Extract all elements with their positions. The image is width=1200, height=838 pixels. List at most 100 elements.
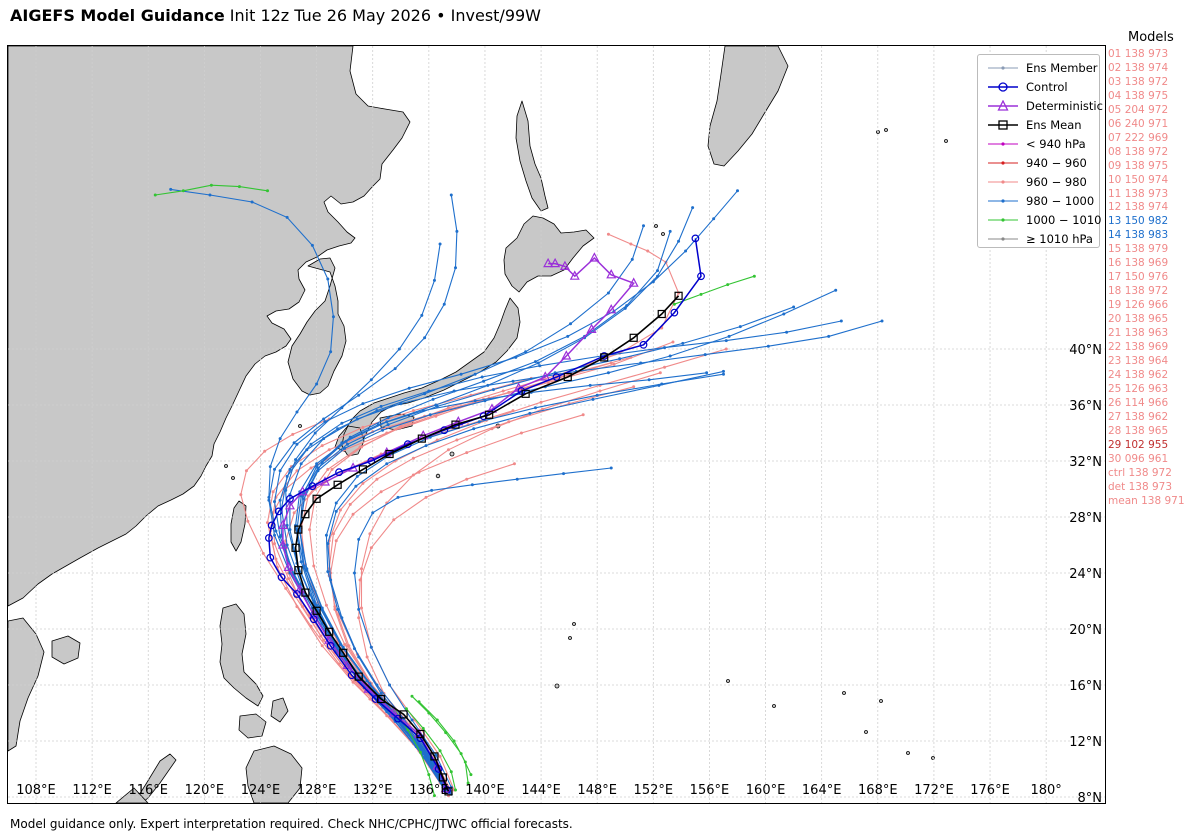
track-point — [446, 406, 450, 410]
track-point — [647, 378, 651, 382]
track-point — [273, 500, 277, 504]
ens-mean-marker — [312, 606, 321, 615]
track-point — [379, 490, 383, 494]
track-point — [663, 346, 667, 350]
track-point — [432, 794, 436, 798]
legend-label: 980 − 1000 — [1026, 194, 1095, 208]
track-point — [606, 232, 610, 236]
track-point — [278, 498, 282, 502]
track-point — [385, 462, 389, 466]
control-marker — [517, 387, 526, 395]
track-point — [407, 386, 411, 390]
lon-label: 144°E — [521, 783, 561, 798]
track-point — [292, 441, 296, 445]
mindanao — [245, 745, 303, 803]
model-entry: 13 150 982 — [1108, 215, 1169, 228]
taiwan — [230, 500, 247, 552]
track-point — [424, 444, 428, 448]
ens-mean-marker — [657, 309, 666, 319]
track-point — [294, 458, 298, 462]
track-point — [681, 341, 685, 345]
model-entry: 10 150 974 — [1108, 173, 1169, 186]
track-point — [452, 739, 456, 743]
legend-swatch — [988, 180, 1018, 184]
track-point — [434, 753, 438, 757]
track-point — [507, 420, 511, 424]
track-point — [480, 375, 484, 379]
track-point — [284, 586, 288, 590]
legend-label: ≥ 1010 hPa — [1026, 232, 1093, 246]
track-point — [736, 189, 739, 193]
track-point — [618, 357, 622, 361]
legend-label: 960 − 980 — [1026, 175, 1087, 189]
track-point — [434, 403, 438, 407]
legend-swatch — [988, 66, 1018, 70]
ens-mean-marker — [312, 494, 321, 503]
ens-mean-marker — [385, 449, 394, 459]
track-point — [641, 224, 645, 228]
model-entry: 15 138 979 — [1108, 243, 1169, 256]
track-point — [343, 446, 347, 450]
track-point — [766, 344, 770, 348]
track-point — [379, 691, 383, 695]
model-entry: 16 138 969 — [1108, 257, 1169, 270]
track-point — [792, 305, 796, 309]
track-point — [181, 189, 185, 193]
track-point — [239, 493, 243, 497]
track-point — [244, 469, 248, 473]
track-point — [336, 607, 340, 611]
track-point — [421, 409, 425, 413]
ens-member-track — [278, 319, 843, 793]
legend-label: Ens Member — [1026, 61, 1098, 75]
track-point — [699, 292, 703, 296]
track-point — [334, 539, 338, 543]
track-point — [677, 239, 681, 243]
track-point — [379, 404, 383, 408]
track-point — [449, 770, 453, 774]
track-point — [320, 460, 324, 464]
legend-swatch — [988, 82, 1018, 92]
track-point — [459, 372, 463, 376]
track-point — [612, 362, 616, 366]
track-point — [358, 578, 362, 582]
track-point — [442, 302, 446, 306]
model-entry: ctrl 138 972 — [1108, 466, 1172, 479]
track-point — [361, 425, 365, 429]
track-point — [533, 360, 537, 364]
control-marker — [371, 695, 380, 703]
track-point — [671, 340, 675, 344]
track-point — [352, 571, 356, 575]
deterministic-marker — [606, 304, 617, 314]
ens-member-track — [271, 361, 613, 798]
track-point — [591, 397, 595, 401]
track-point — [309, 466, 313, 470]
ens-mean-marker — [451, 420, 460, 429]
track-point — [361, 402, 365, 406]
track-point — [455, 229, 459, 233]
legend-item: Deterministic — [986, 97, 1103, 115]
track-point — [595, 393, 599, 397]
track-point — [511, 379, 515, 383]
track-point — [562, 472, 566, 476]
track-point — [721, 369, 725, 373]
track-point — [326, 570, 330, 574]
lon-label: 172°E — [914, 783, 954, 798]
track-point — [357, 616, 361, 620]
track-point — [369, 645, 373, 649]
track-point — [411, 409, 415, 413]
model-entry: 06 240 971 — [1108, 117, 1169, 130]
track-point — [705, 371, 709, 375]
track-point — [435, 718, 439, 722]
track-point — [352, 647, 356, 651]
track-point — [421, 726, 425, 730]
track-point — [738, 325, 742, 329]
track-point — [208, 193, 212, 197]
deterministic-marker — [628, 277, 639, 287]
model-entry: 09 138 975 — [1108, 159, 1169, 172]
deterministic-marker — [561, 350, 572, 360]
control-marker — [266, 553, 275, 562]
lon-label: 160°E — [746, 783, 786, 798]
track-point — [355, 474, 359, 478]
indochina — [8, 617, 45, 752]
legend-swatch — [988, 120, 1018, 130]
